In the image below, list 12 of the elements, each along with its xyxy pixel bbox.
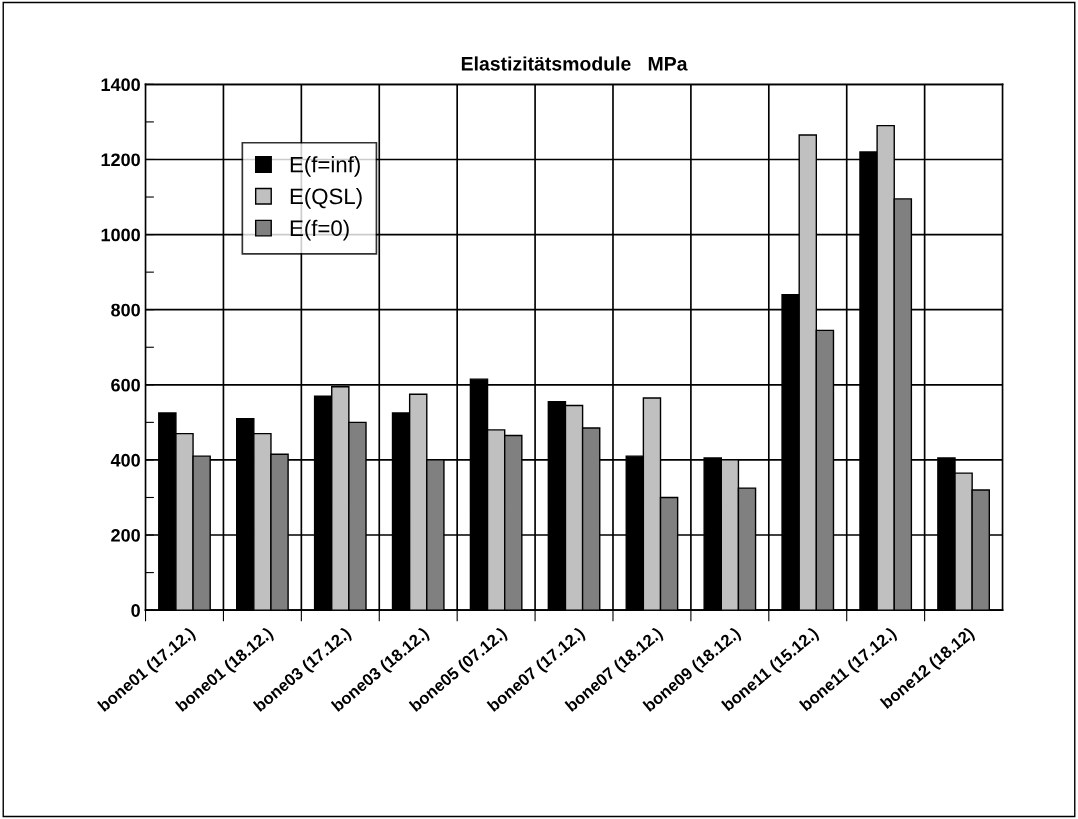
y-tick-label: 200 (111, 528, 140, 542)
legend-label: E(QSL) (290, 187, 362, 209)
y-tick-label: 1400 (101, 78, 140, 92)
y-tick-label: 800 (111, 303, 140, 317)
y-tick-label: 400 (110, 453, 140, 467)
y-tick-label: 1000 (101, 228, 140, 242)
y-tick-label: 0 (131, 604, 140, 617)
chart-title: Elastizitätsmodule MPa (461, 56, 688, 71)
legend-label: E(f=inf) (290, 156, 360, 177)
legend-label: E(f=0) (290, 219, 349, 241)
y-tick-label: 600 (111, 378, 140, 392)
y-tick-label: 1200 (101, 153, 140, 167)
